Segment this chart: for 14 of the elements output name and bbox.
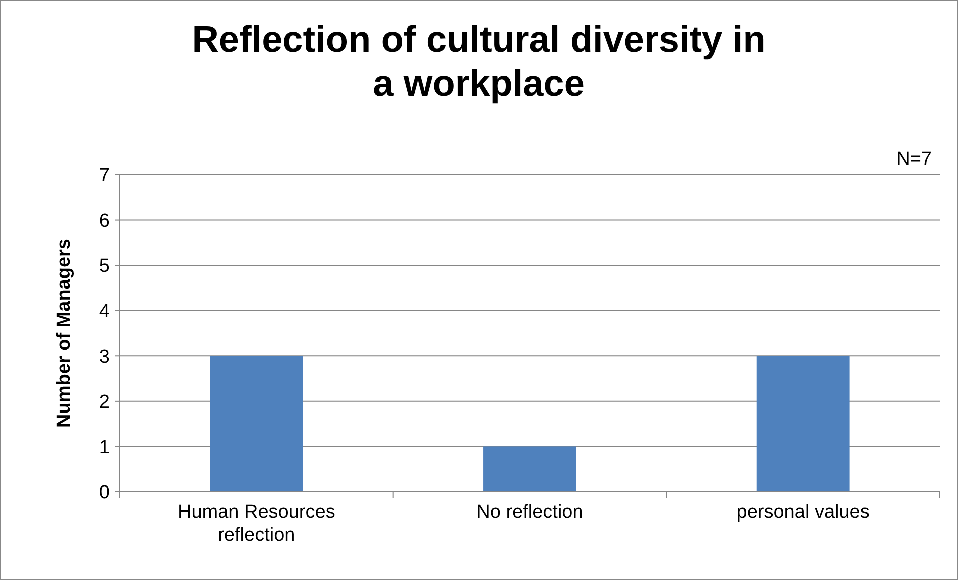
y-tick-label: 3 bbox=[99, 346, 110, 368]
x-tick-label: Human Resources reflection bbox=[178, 502, 336, 546]
y-tick-label: 0 bbox=[99, 482, 110, 504]
y-tick-label: 1 bbox=[99, 437, 110, 458]
x-tick-label: No reflection bbox=[476, 502, 584, 523]
y-tick-label: 5 bbox=[99, 256, 110, 278]
y-tick-label: 7 bbox=[99, 166, 110, 187]
y-axis-title: Number of Managers bbox=[54, 239, 75, 428]
chart-title: Reflection of cultural diversity in a workplace bbox=[192, 19, 766, 104]
y-tick-label: 2 bbox=[99, 392, 110, 414]
y-tick-label: 6 bbox=[99, 210, 110, 232]
text: N=7 bbox=[896, 149, 932, 170]
y-tick-label: 4 bbox=[99, 302, 110, 323]
x-tick-label: personal values bbox=[736, 502, 870, 523]
